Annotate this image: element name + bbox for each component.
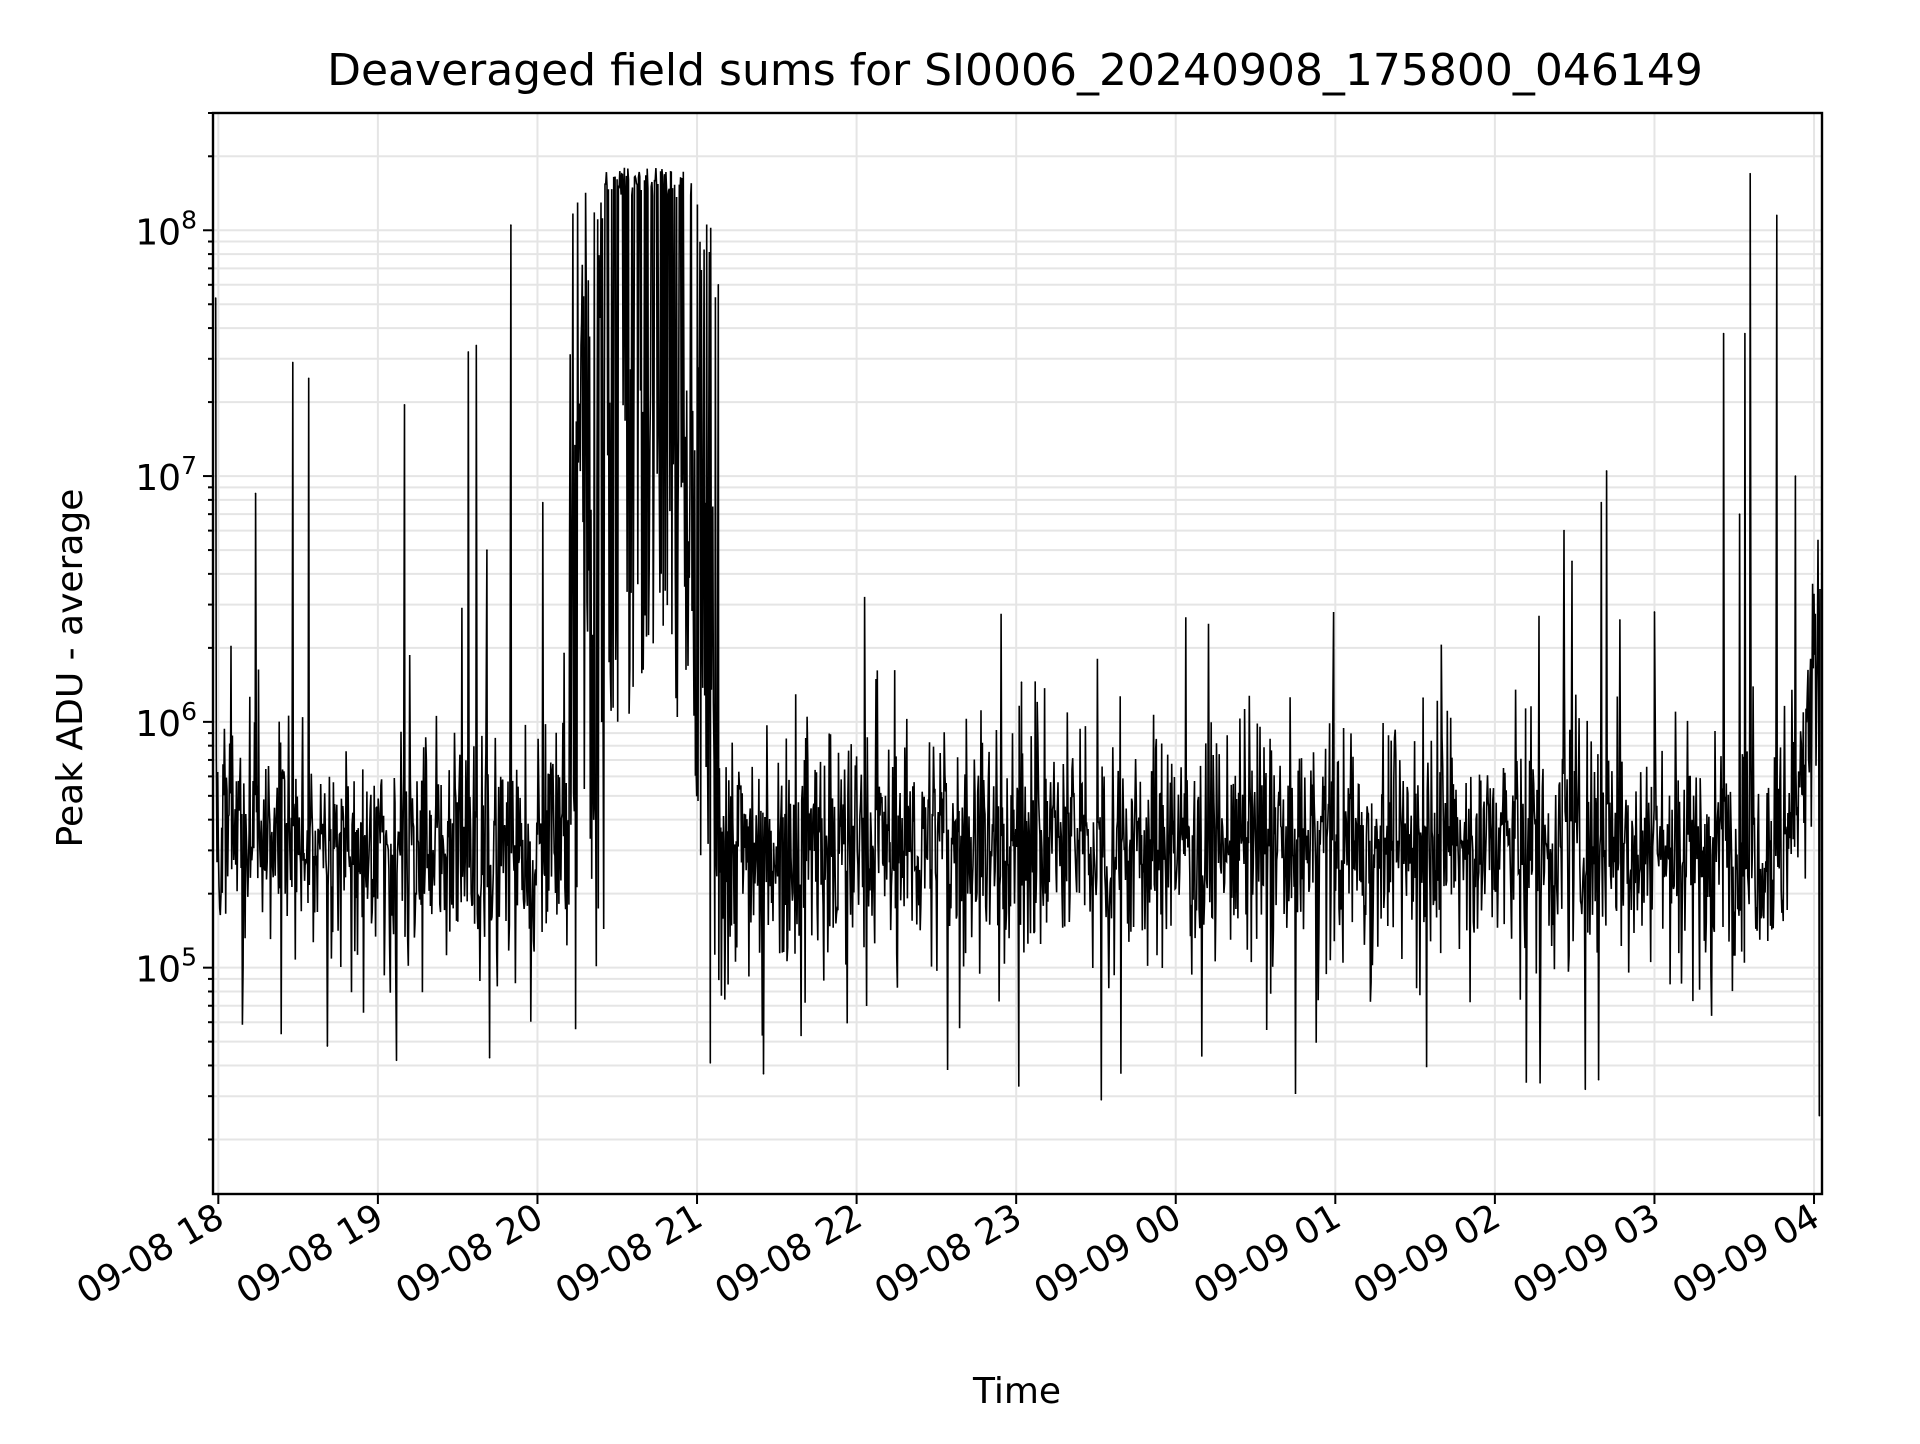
- y-tick-exponent: 6: [181, 697, 197, 726]
- spike-point: [1653, 611, 1656, 613]
- dip-point: [1018, 1085, 1020, 1087]
- y-tick-exponent: 8: [181, 205, 197, 234]
- chart-title: Deaveraged field sums for SI0006_2024090…: [327, 45, 1703, 96]
- plot-frame: [211, 111, 1824, 1196]
- spike-point: [1749, 172, 1751, 175]
- spike-point: [1775, 214, 1778, 217]
- spike-point: [1738, 513, 1741, 515]
- dip-point: [709, 1062, 712, 1064]
- spike-point: [1619, 619, 1621, 621]
- dip-point: [762, 1073, 765, 1075]
- spike-point: [717, 284, 720, 286]
- y-axis-label: Peak ADU - average: [50, 489, 91, 848]
- spike-point: [475, 344, 478, 347]
- series-line: [214, 167, 1821, 1116]
- spike-point: [541, 501, 544, 504]
- x-axis-label: Time: [972, 1371, 1061, 1412]
- y-tick-label: 108: [135, 205, 197, 253]
- spike-point: [1571, 560, 1573, 563]
- spike-point: [403, 403, 406, 406]
- y-tick-label: 107: [135, 451, 197, 499]
- dip-point: [1539, 1082, 1541, 1084]
- y-tick-label: 106: [135, 697, 197, 745]
- series-group: [214, 167, 1821, 1117]
- spike-point: [254, 492, 257, 495]
- y-tick-exponent: 5: [181, 943, 197, 972]
- spike-point: [307, 377, 310, 380]
- y-tick-base: 10: [135, 704, 181, 745]
- dip-point: [1597, 1078, 1600, 1081]
- dip-point: [395, 1059, 398, 1062]
- spike-point: [214, 297, 217, 299]
- spike-point: [1020, 681, 1023, 684]
- y-tick-exponent: 7: [181, 451, 197, 480]
- y-tick-base: 10: [135, 458, 181, 499]
- dip-point: [1584, 1088, 1587, 1091]
- spike-point: [563, 652, 565, 655]
- spike-point: [1794, 475, 1797, 477]
- spike-point: [1605, 470, 1608, 472]
- dip-point: [488, 1056, 491, 1059]
- spike-point: [486, 549, 488, 551]
- spike-point: [1600, 501, 1603, 504]
- spike-point: [1722, 332, 1725, 335]
- spike-point: [467, 351, 470, 353]
- spike-point: [1422, 697, 1424, 699]
- spike-point: [291, 361, 294, 364]
- dip-point: [1100, 1099, 1103, 1101]
- spike-point: [510, 224, 512, 226]
- spike-point: [1813, 593, 1815, 596]
- y-tick-base: 10: [135, 212, 181, 253]
- spike-point: [1563, 529, 1565, 532]
- dip-point: [326, 1045, 329, 1047]
- spike-point: [1744, 332, 1746, 335]
- dip-point: [1818, 1114, 1821, 1117]
- y-tick-label: 105: [135, 943, 197, 991]
- y-tick-base: 10: [135, 950, 181, 991]
